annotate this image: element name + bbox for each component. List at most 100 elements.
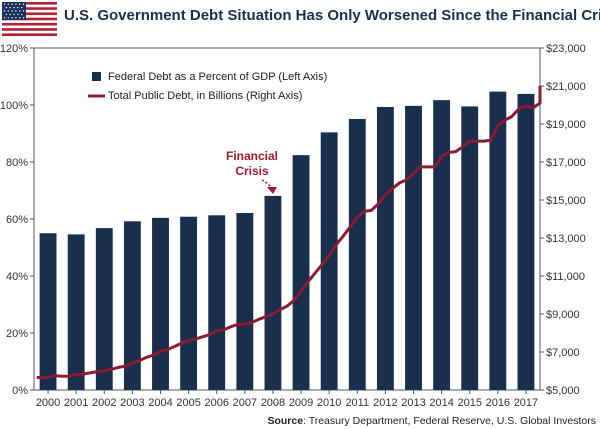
flag-star [22, 3, 25, 5]
x-axis-tick-label: 2003 [120, 397, 144, 409]
flag-star [11, 3, 13, 5]
annotation-text-line-2: Crisis [235, 164, 269, 178]
flag-star [19, 17, 21, 19]
x-axis-tick-label: 2007 [233, 397, 257, 409]
flag-stripe [2, 17, 57, 21]
right-axis-tick-label: $23,000 [546, 43, 586, 55]
flag-star [22, 10, 25, 12]
x-axis-tick-label: 2016 [486, 397, 510, 409]
right-axis-tick-label: $15,000 [546, 195, 586, 207]
flag-stripe [2, 33, 57, 36]
left-axis-tick-label: 100% [0, 100, 28, 112]
flag-star [20, 6, 23, 9]
right-axis-tick-label: $13,000 [546, 233, 586, 245]
x-axis-tick-label: 2017 [514, 397, 538, 409]
flag-star [13, 13, 15, 16]
flag-star [15, 3, 17, 5]
bar [67, 234, 85, 390]
left-axis-tick-label: 60% [6, 214, 28, 226]
right-axis-tick-label: $9,000 [546, 309, 580, 321]
bar [39, 233, 57, 390]
x-axis-tick-label: 2001 [64, 397, 88, 409]
chart-title: U.S. Government Debt Situation Has Only … [64, 7, 600, 24]
source-text: : Treasury Department, Federal Reserve, … [303, 415, 596, 427]
flag-stripe [2, 7, 57, 10]
bar [208, 215, 226, 390]
bar-series [39, 91, 535, 391]
flag-star [13, 6, 15, 9]
axes: 0% 20% 40% 60% 80% 100% 120% $5,000 $7,000 $9,000… [0, 43, 586, 409]
x-axis-tick-label: 2013 [401, 397, 425, 409]
right-axis-tick-label: $19,000 [546, 119, 586, 131]
left-axis-tick-label: 20% [6, 328, 28, 340]
flag-star [9, 6, 11, 9]
flag-star [11, 17, 13, 19]
flag-star [5, 13, 8, 16]
bar [123, 221, 141, 390]
bar [405, 105, 422, 390]
flag-star [15, 10, 17, 12]
x-axis-tick-label: 2000 [36, 397, 60, 409]
flag-star [17, 13, 19, 16]
legend: Federal Debt as a Percent of GDP (Left A… [88, 71, 327, 102]
flag-star [22, 17, 25, 19]
x-axis-tick-label: 2012 [373, 397, 397, 409]
left-axis-tick-label: 120% [0, 43, 28, 55]
bar [320, 132, 338, 391]
source-note: Source: Treasury Department, Federal Res… [267, 415, 596, 427]
flag-stripe [2, 2, 57, 5]
bar [180, 216, 198, 390]
flag-stripe [2, 22, 57, 26]
us-flag-icon [2, 2, 57, 36]
flag-star [3, 10, 6, 12]
annotation-text-line-1: Financial [226, 149, 278, 163]
bar [292, 155, 310, 390]
left-axis-tick-label: 40% [6, 271, 28, 283]
right-axis-tick-label: $11,000 [546, 271, 585, 283]
x-axis-tick-label: 2009 [289, 397, 313, 409]
flag-star [15, 17, 17, 19]
right-axis-tick-label: $5,000 [546, 385, 580, 397]
x-axis-tick-label: 2010 [317, 397, 341, 409]
right-axis-tick-label: $17,000 [546, 157, 586, 169]
flag-star [5, 6, 8, 9]
right-axis-tick-label: $21,000 [546, 81, 586, 93]
left-axis-tick-label: 0% [12, 385, 28, 397]
x-axis-tick-label: 2008 [261, 397, 285, 409]
legend-swatch-bar [92, 72, 101, 81]
left-axis-tick-label: 80% [6, 157, 28, 169]
bar [376, 106, 394, 391]
flag-star [19, 10, 21, 12]
source-prefix: Source [267, 415, 303, 427]
bar [461, 106, 479, 391]
annotation-arrowhead [267, 187, 277, 194]
flag-star [7, 10, 9, 12]
flag-star [7, 17, 9, 19]
bar [489, 91, 507, 390]
bar [152, 217, 169, 390]
right-axis-tick-label: $7,000 [546, 347, 580, 359]
bar [433, 100, 451, 390]
flag-stripe [2, 28, 57, 31]
x-axis-tick-label: 2006 [204, 397, 228, 409]
annotation-financial-crisis: Financial Crisis [226, 149, 278, 194]
flag-star [3, 17, 6, 19]
x-axis-tick-label: 2015 [457, 397, 481, 409]
bar [95, 228, 113, 390]
x-axis-tick-label: 2005 [176, 397, 200, 409]
x-axis-tick-label: 2004 [148, 397, 172, 409]
flag-star [3, 3, 6, 5]
bar [348, 118, 366, 390]
flag-star [11, 10, 13, 12]
flag-star [9, 13, 11, 16]
legend-label-line: Total Public Debt, in Billions (Right Ax… [108, 90, 302, 102]
bar [517, 93, 535, 390]
bar [264, 195, 282, 390]
flag-stripe [2, 12, 57, 16]
flag-star [20, 13, 23, 16]
x-axis-tick-label: 2002 [92, 397, 116, 409]
x-axis-tick-label: 2011 [345, 397, 369, 409]
bar [236, 213, 254, 390]
line-series-total-public-debt [36, 86, 542, 379]
